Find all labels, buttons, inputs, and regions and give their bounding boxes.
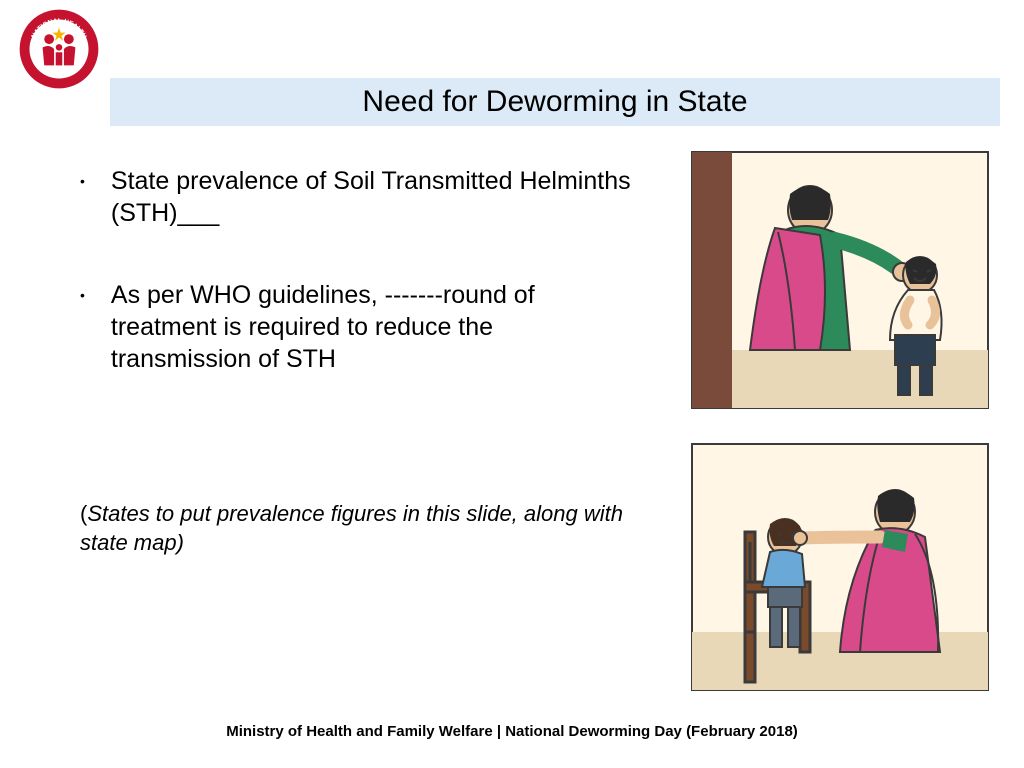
bullet-item: • State prevalence of Soil Transmitted H… bbox=[80, 165, 640, 229]
body-content: • State prevalence of Soil Transmitted H… bbox=[80, 165, 640, 425]
title-band: Need for Deworming in State bbox=[110, 78, 1000, 126]
bullet-item: • As per WHO guidelines, -------round of… bbox=[80, 279, 640, 375]
slide-title: Need for Deworming in State bbox=[362, 85, 747, 119]
nhm-logo: NATIONAL HEALTH bbox=[18, 8, 100, 90]
bullet-text: As per WHO guidelines, -------round of t… bbox=[111, 279, 640, 375]
illustration-mother-sick-child bbox=[690, 150, 990, 410]
bullet-text: State prevalence of Soil Transmitted Hel… bbox=[111, 165, 640, 229]
bullet-dot: • bbox=[80, 173, 85, 189]
illustration-mother-child-chair bbox=[690, 442, 990, 692]
note-body: States to put prevalence figures in this… bbox=[80, 501, 623, 555]
instruction-note: (States to put prevalence figures in thi… bbox=[80, 500, 640, 557]
bullet-dot: • bbox=[80, 287, 85, 303]
footer-text: Ministry of Health and Family Welfare | … bbox=[0, 723, 1024, 740]
